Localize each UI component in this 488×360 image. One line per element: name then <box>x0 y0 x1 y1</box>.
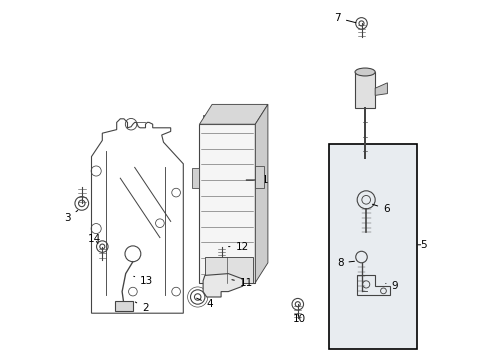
Bar <box>199 124 255 283</box>
Text: 7: 7 <box>334 13 355 23</box>
Bar <box>328 144 416 349</box>
Text: 13: 13 <box>133 276 153 286</box>
Bar <box>115 301 133 311</box>
Polygon shape <box>199 104 267 124</box>
Polygon shape <box>203 274 242 297</box>
Text: 12: 12 <box>228 242 248 252</box>
Bar <box>203 115 255 124</box>
Bar <box>192 168 199 188</box>
Text: 8: 8 <box>336 258 354 268</box>
Text: 5: 5 <box>417 240 426 250</box>
Text: 14: 14 <box>88 234 101 244</box>
Text: 9: 9 <box>385 281 397 291</box>
Text: 11: 11 <box>231 278 253 288</box>
Polygon shape <box>255 104 267 283</box>
Text: 3: 3 <box>64 211 78 223</box>
Bar <box>255 166 264 188</box>
Text: 4: 4 <box>196 298 213 309</box>
Text: 1: 1 <box>245 175 268 185</box>
Text: 2: 2 <box>135 302 148 313</box>
Text: 6: 6 <box>372 204 389 214</box>
Text: 10: 10 <box>292 314 305 324</box>
Ellipse shape <box>354 68 374 76</box>
Polygon shape <box>374 83 386 95</box>
Bar <box>204 257 253 283</box>
Bar <box>354 72 374 108</box>
